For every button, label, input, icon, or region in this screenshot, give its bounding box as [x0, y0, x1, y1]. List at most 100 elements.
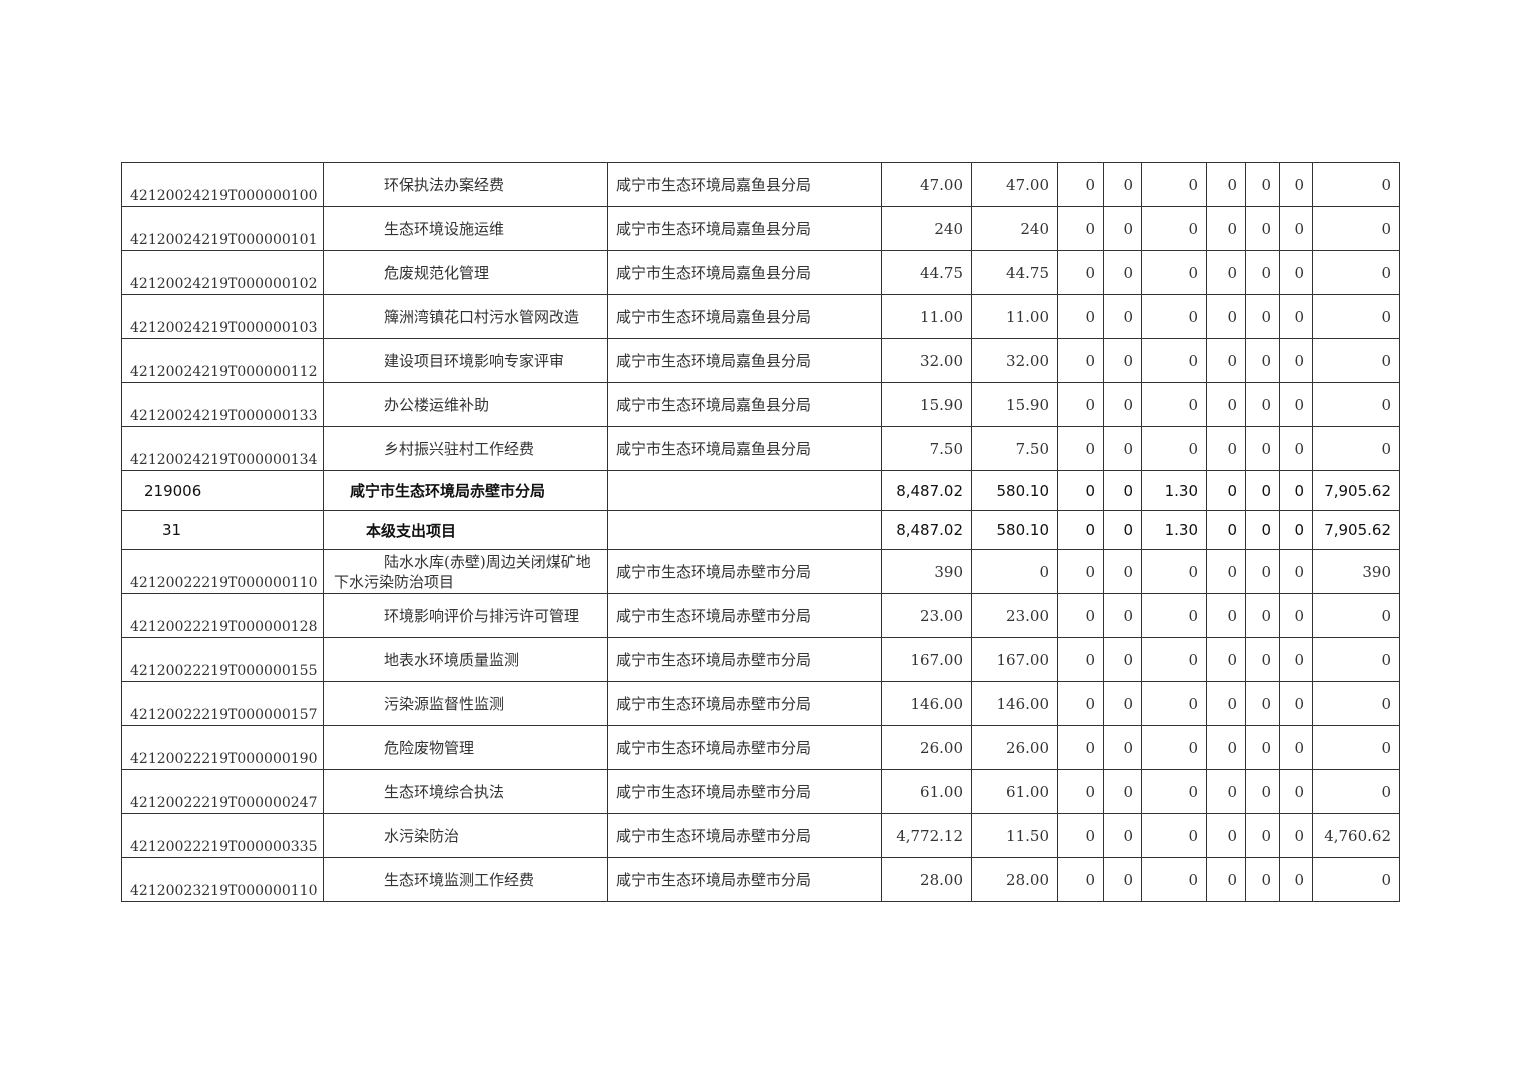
project-code-cell: 42120022219T000000128	[121, 593, 324, 638]
amount-cell: 0	[1057, 725, 1104, 770]
department-cell	[607, 470, 882, 511]
amount-cell: 44.75	[971, 250, 1058, 295]
amount-cell: 0	[1141, 593, 1207, 638]
amount-cell: 0	[1057, 382, 1104, 427]
amount-cell: 0	[1279, 857, 1313, 902]
amount-cell: 7,905.62	[1312, 510, 1400, 550]
amount-cell: 4,760.62	[1312, 813, 1400, 858]
amount-cell: 0	[1103, 162, 1142, 207]
amount-cell: 0	[1279, 338, 1313, 383]
project-name-cell: 环保执法办案经费	[323, 162, 608, 207]
table-row: 42120024219T000000102 危废规范化管理 咸宁市生态环境局嘉鱼县分…	[121, 250, 1400, 295]
table-row: 42120022219T000000157 污染源监督性监测 咸宁市生态环境局赤壁市…	[121, 681, 1400, 726]
project-code-cell: 42120024219T000000134	[121, 426, 324, 471]
amount-cell: 0	[1103, 510, 1142, 550]
department-cell	[607, 510, 882, 550]
amount-cell: 0	[1141, 382, 1207, 427]
amount-cell: 28.00	[971, 857, 1058, 902]
amount-cell: 0	[1245, 426, 1280, 471]
project-name-cell: 本级支出项目	[323, 510, 608, 550]
project-code-cell: 219006	[121, 470, 324, 511]
amount-cell: 0	[1245, 593, 1280, 638]
amount-cell: 0	[1103, 813, 1142, 858]
amount-cell: 0	[1141, 549, 1207, 594]
department-cell: 咸宁市生态环境局嘉鱼县分局	[607, 294, 882, 339]
amount-cell: 0	[1206, 250, 1246, 295]
amount-cell: 0	[1103, 382, 1142, 427]
amount-cell: 0	[1103, 637, 1142, 682]
amount-cell: 0	[1279, 162, 1313, 207]
table-body: 42120024219T000000100 环保执法办案经费 咸宁市生态环境局嘉鱼县…	[121, 162, 1400, 902]
amount-cell: 0	[1206, 593, 1246, 638]
amount-cell: 26.00	[881, 725, 972, 770]
amount-cell: 0	[1057, 637, 1104, 682]
amount-cell: 7.50	[881, 426, 972, 471]
department-cell: 咸宁市生态环境局赤壁市分局	[607, 637, 882, 682]
amount-cell: 0	[1206, 338, 1246, 383]
amount-cell: 0	[1312, 382, 1400, 427]
amount-cell: 0	[1279, 426, 1313, 471]
project-code-cell: 42120024219T000000102	[121, 250, 324, 295]
amount-cell: 0	[1206, 769, 1246, 814]
amount-cell: 7.50	[971, 426, 1058, 471]
amount-cell: 0	[1057, 338, 1104, 383]
table-row: 42120022219T000000155 地表水环境质量监测 咸宁市生态环境局赤壁…	[121, 637, 1400, 682]
amount-cell: 0	[1312, 593, 1400, 638]
amount-cell: 0	[1312, 338, 1400, 383]
amount-cell: 0	[1206, 510, 1246, 550]
amount-cell: 0	[1103, 725, 1142, 770]
department-cell: 咸宁市生态环境局嘉鱼县分局	[607, 250, 882, 295]
amount-cell: 0	[1057, 470, 1104, 511]
project-name-cell: 陆水水库(赤壁)周边关闭煤矿地下水污染防治项目	[323, 549, 608, 594]
amount-cell: 0	[1206, 206, 1246, 251]
project-name-cell: 危废规范化管理	[323, 250, 608, 295]
amount-cell: 0	[1103, 593, 1142, 638]
table-row: 42120024219T000000103 簰洲湾镇花口村污水管网改造 咸宁市生态环…	[121, 294, 1400, 339]
amount-cell: 0	[1103, 250, 1142, 295]
table-row-subtotal: 31 本级支出项目 8,487.02 580.10 0 0 1.30 0 0 0 7,905.62	[121, 510, 1400, 550]
amount-cell: 8,487.02	[881, 470, 972, 511]
amount-cell: 0	[1245, 637, 1280, 682]
project-name-cell: 水污染防治	[323, 813, 608, 858]
amount-cell: 0	[1206, 382, 1246, 427]
department-cell: 咸宁市生态环境局赤壁市分局	[607, 725, 882, 770]
department-cell: 咸宁市生态环境局赤壁市分局	[607, 549, 882, 594]
amount-cell: 0	[1141, 813, 1207, 858]
amount-cell: 0	[1312, 426, 1400, 471]
table-row: 42120022219T000000247 生态环境综合执法 咸宁市生态环境局赤壁市…	[121, 769, 1400, 814]
project-code-cell: 31	[121, 510, 324, 550]
amount-cell: 0	[1057, 162, 1104, 207]
amount-cell: 0	[1141, 426, 1207, 471]
project-code-cell: 42120022219T000000110	[121, 549, 324, 594]
amount-cell: 0	[1245, 510, 1280, 550]
amount-cell: 0	[1103, 857, 1142, 902]
project-code-cell: 42120022219T000000157	[121, 681, 324, 726]
amount-cell: 0	[1312, 250, 1400, 295]
table-row: 42120022219T000000190 危险废物管理 咸宁市生态环境局赤壁市分局…	[121, 725, 1400, 770]
department-cell: 咸宁市生态环境局嘉鱼县分局	[607, 206, 882, 251]
project-name-cell: 咸宁市生态环境局赤壁市分局	[323, 470, 608, 511]
project-name-cell: 生态环境综合执法	[323, 769, 608, 814]
table-row: 42120022219T000000110 陆水水库(赤壁)周边关闭煤矿地下水污染…	[121, 549, 1400, 594]
amount-cell: 0	[1057, 206, 1104, 251]
department-cell: 咸宁市生态环境局嘉鱼县分局	[607, 338, 882, 383]
table-row: 42120024219T000000112 建设项目环境影响专家评审 咸宁市生态环境…	[121, 338, 1400, 383]
amount-cell: 0	[1279, 510, 1313, 550]
amount-cell: 0	[1057, 857, 1104, 902]
project-name-cell: 乡村振兴驻村工作经费	[323, 426, 608, 471]
table-row: 42120024219T000000134 乡村振兴驻村工作经费 咸宁市生态环境局嘉…	[121, 426, 1400, 471]
amount-cell: 0	[1245, 813, 1280, 858]
amount-cell: 0	[971, 549, 1058, 594]
amount-cell: 0	[1279, 549, 1313, 594]
table-row: 42120023219T000000110 生态环境监测工作经费 咸宁市生态环境局赤…	[121, 857, 1400, 902]
amount-cell: 0	[1141, 637, 1207, 682]
amount-cell: 167.00	[881, 637, 972, 682]
amount-cell: 23.00	[881, 593, 972, 638]
amount-cell: 47.00	[881, 162, 972, 207]
amount-cell: 15.90	[971, 382, 1058, 427]
amount-cell: 0	[1279, 769, 1313, 814]
amount-cell: 0	[1141, 857, 1207, 902]
amount-cell: 7,905.62	[1312, 470, 1400, 511]
amount-cell: 146.00	[971, 681, 1058, 726]
department-cell: 咸宁市生态环境局赤壁市分局	[607, 857, 882, 902]
